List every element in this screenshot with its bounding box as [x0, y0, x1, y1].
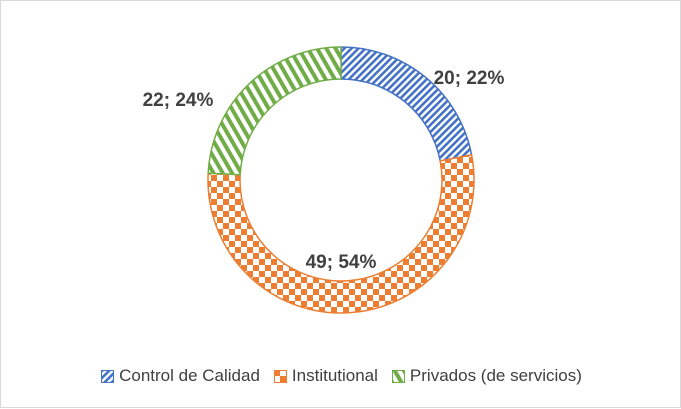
legend-label: Privados (de servicios)	[409, 366, 582, 385]
data-label-institutional: 49; 54%	[306, 252, 377, 273]
legend: Control de Calidad Institutional Privado…	[1, 361, 681, 391]
labels-group: 20; 22% 49; 54% 22; 24%	[143, 68, 505, 273]
legend-item-privados[interactable]: Privados (de servicios)	[391, 366, 582, 386]
data-label-privados: 22; 24%	[143, 90, 214, 111]
legend-item-institutional[interactable]: Institutional	[273, 366, 378, 386]
legend-label: Institutional	[291, 366, 378, 385]
legend-label: Control de Calidad	[119, 366, 260, 385]
legend-item-control-de-calidad[interactable]: Control de Calidad	[101, 366, 260, 386]
slice-institutional[interactable]	[207, 154, 475, 314]
legend-swatch-icon	[391, 369, 405, 383]
slice-control-de-calidad[interactable]	[340, 46, 473, 162]
legend-swatch-icon	[101, 369, 115, 383]
data-label-control-de-calidad: 20; 22%	[434, 68, 505, 89]
legend-swatch-icon	[273, 369, 287, 383]
slice-privados[interactable]	[207, 46, 342, 176]
slices-group	[207, 46, 475, 314]
